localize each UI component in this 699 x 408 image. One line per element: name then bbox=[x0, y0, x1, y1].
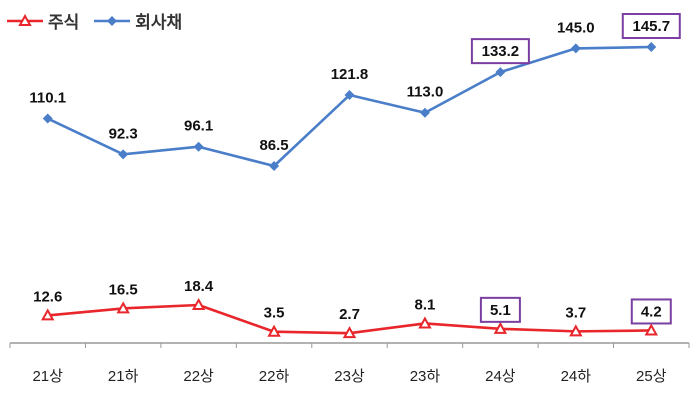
data-label: 92.3 bbox=[109, 125, 138, 142]
data-point-bond bbox=[495, 67, 506, 78]
x-tick-label: 23상 bbox=[334, 368, 365, 385]
legend: 주식 회사채 bbox=[6, 8, 182, 33]
data-point-bond bbox=[646, 42, 657, 52]
legend-label-stock: 주식 bbox=[48, 13, 80, 32]
data-point-bond bbox=[570, 43, 581, 54]
highlight-box bbox=[470, 38, 530, 65]
data-label: 4.2 bbox=[641, 303, 662, 320]
data-label: 3.5 bbox=[264, 305, 285, 322]
data-label: 96.1 bbox=[184, 118, 213, 135]
data-point-bond bbox=[419, 107, 430, 118]
data-point-stock bbox=[342, 326, 357, 339]
x-tick-label: 23하 bbox=[410, 368, 441, 385]
data-label: 113.0 bbox=[407, 84, 444, 101]
data-point-bond bbox=[269, 161, 280, 171]
data-point-stock bbox=[493, 321, 508, 334]
data-point-stock bbox=[116, 301, 130, 314]
data-point-stock bbox=[191, 297, 206, 310]
triangle-marker-icon bbox=[7, 13, 43, 26]
highlight-box bbox=[630, 298, 672, 325]
x-tick-label: 21하 bbox=[108, 368, 139, 385]
x-tick-label: 24상 bbox=[485, 368, 516, 385]
data-point-stock bbox=[418, 316, 432, 329]
diamond-marker-icon bbox=[94, 15, 131, 26]
data-point-bond bbox=[344, 90, 355, 101]
data-point-bond bbox=[193, 141, 204, 152]
series-line-bond bbox=[47, 45, 652, 168]
data-label: 12.6 bbox=[33, 288, 62, 305]
x-tick-label: 24하 bbox=[561, 368, 592, 385]
data-point-bond bbox=[118, 149, 129, 160]
data-label: 3.7 bbox=[565, 304, 586, 321]
data-point-stock bbox=[267, 324, 281, 337]
data-point-stock bbox=[644, 323, 658, 336]
data-label: 145.0 bbox=[557, 19, 595, 36]
legend-label-bond: 회사채 bbox=[135, 13, 183, 32]
highlight-box bbox=[621, 13, 681, 39]
data-label: 133.2 bbox=[482, 43, 520, 60]
data-point-stock bbox=[569, 324, 583, 337]
data-label: 5.1 bbox=[490, 302, 511, 319]
x-tick-label: 25상 bbox=[636, 368, 667, 385]
data-label: 8.1 bbox=[415, 296, 436, 313]
x-tick-label: 21상 bbox=[32, 368, 63, 385]
data-label: 121.8 bbox=[331, 66, 369, 83]
legend-item-stock: 주식 bbox=[6, 8, 79, 33]
data-label: 110.1 bbox=[29, 90, 66, 107]
data-label: 2.7 bbox=[339, 306, 360, 323]
data-label: 145.7 bbox=[633, 18, 671, 35]
data-point-stock bbox=[41, 308, 55, 321]
data-label: 16.5 bbox=[109, 281, 138, 298]
legend-item-bond: 회사채 bbox=[93, 8, 182, 33]
data-label: 18.4 bbox=[184, 278, 214, 295]
x-tick-label: 22하 bbox=[259, 368, 290, 385]
data-label: 86.5 bbox=[259, 137, 288, 154]
x-tick-label: 22상 bbox=[183, 368, 214, 385]
highlight-box bbox=[479, 296, 521, 323]
data-point-bond bbox=[42, 113, 53, 124]
